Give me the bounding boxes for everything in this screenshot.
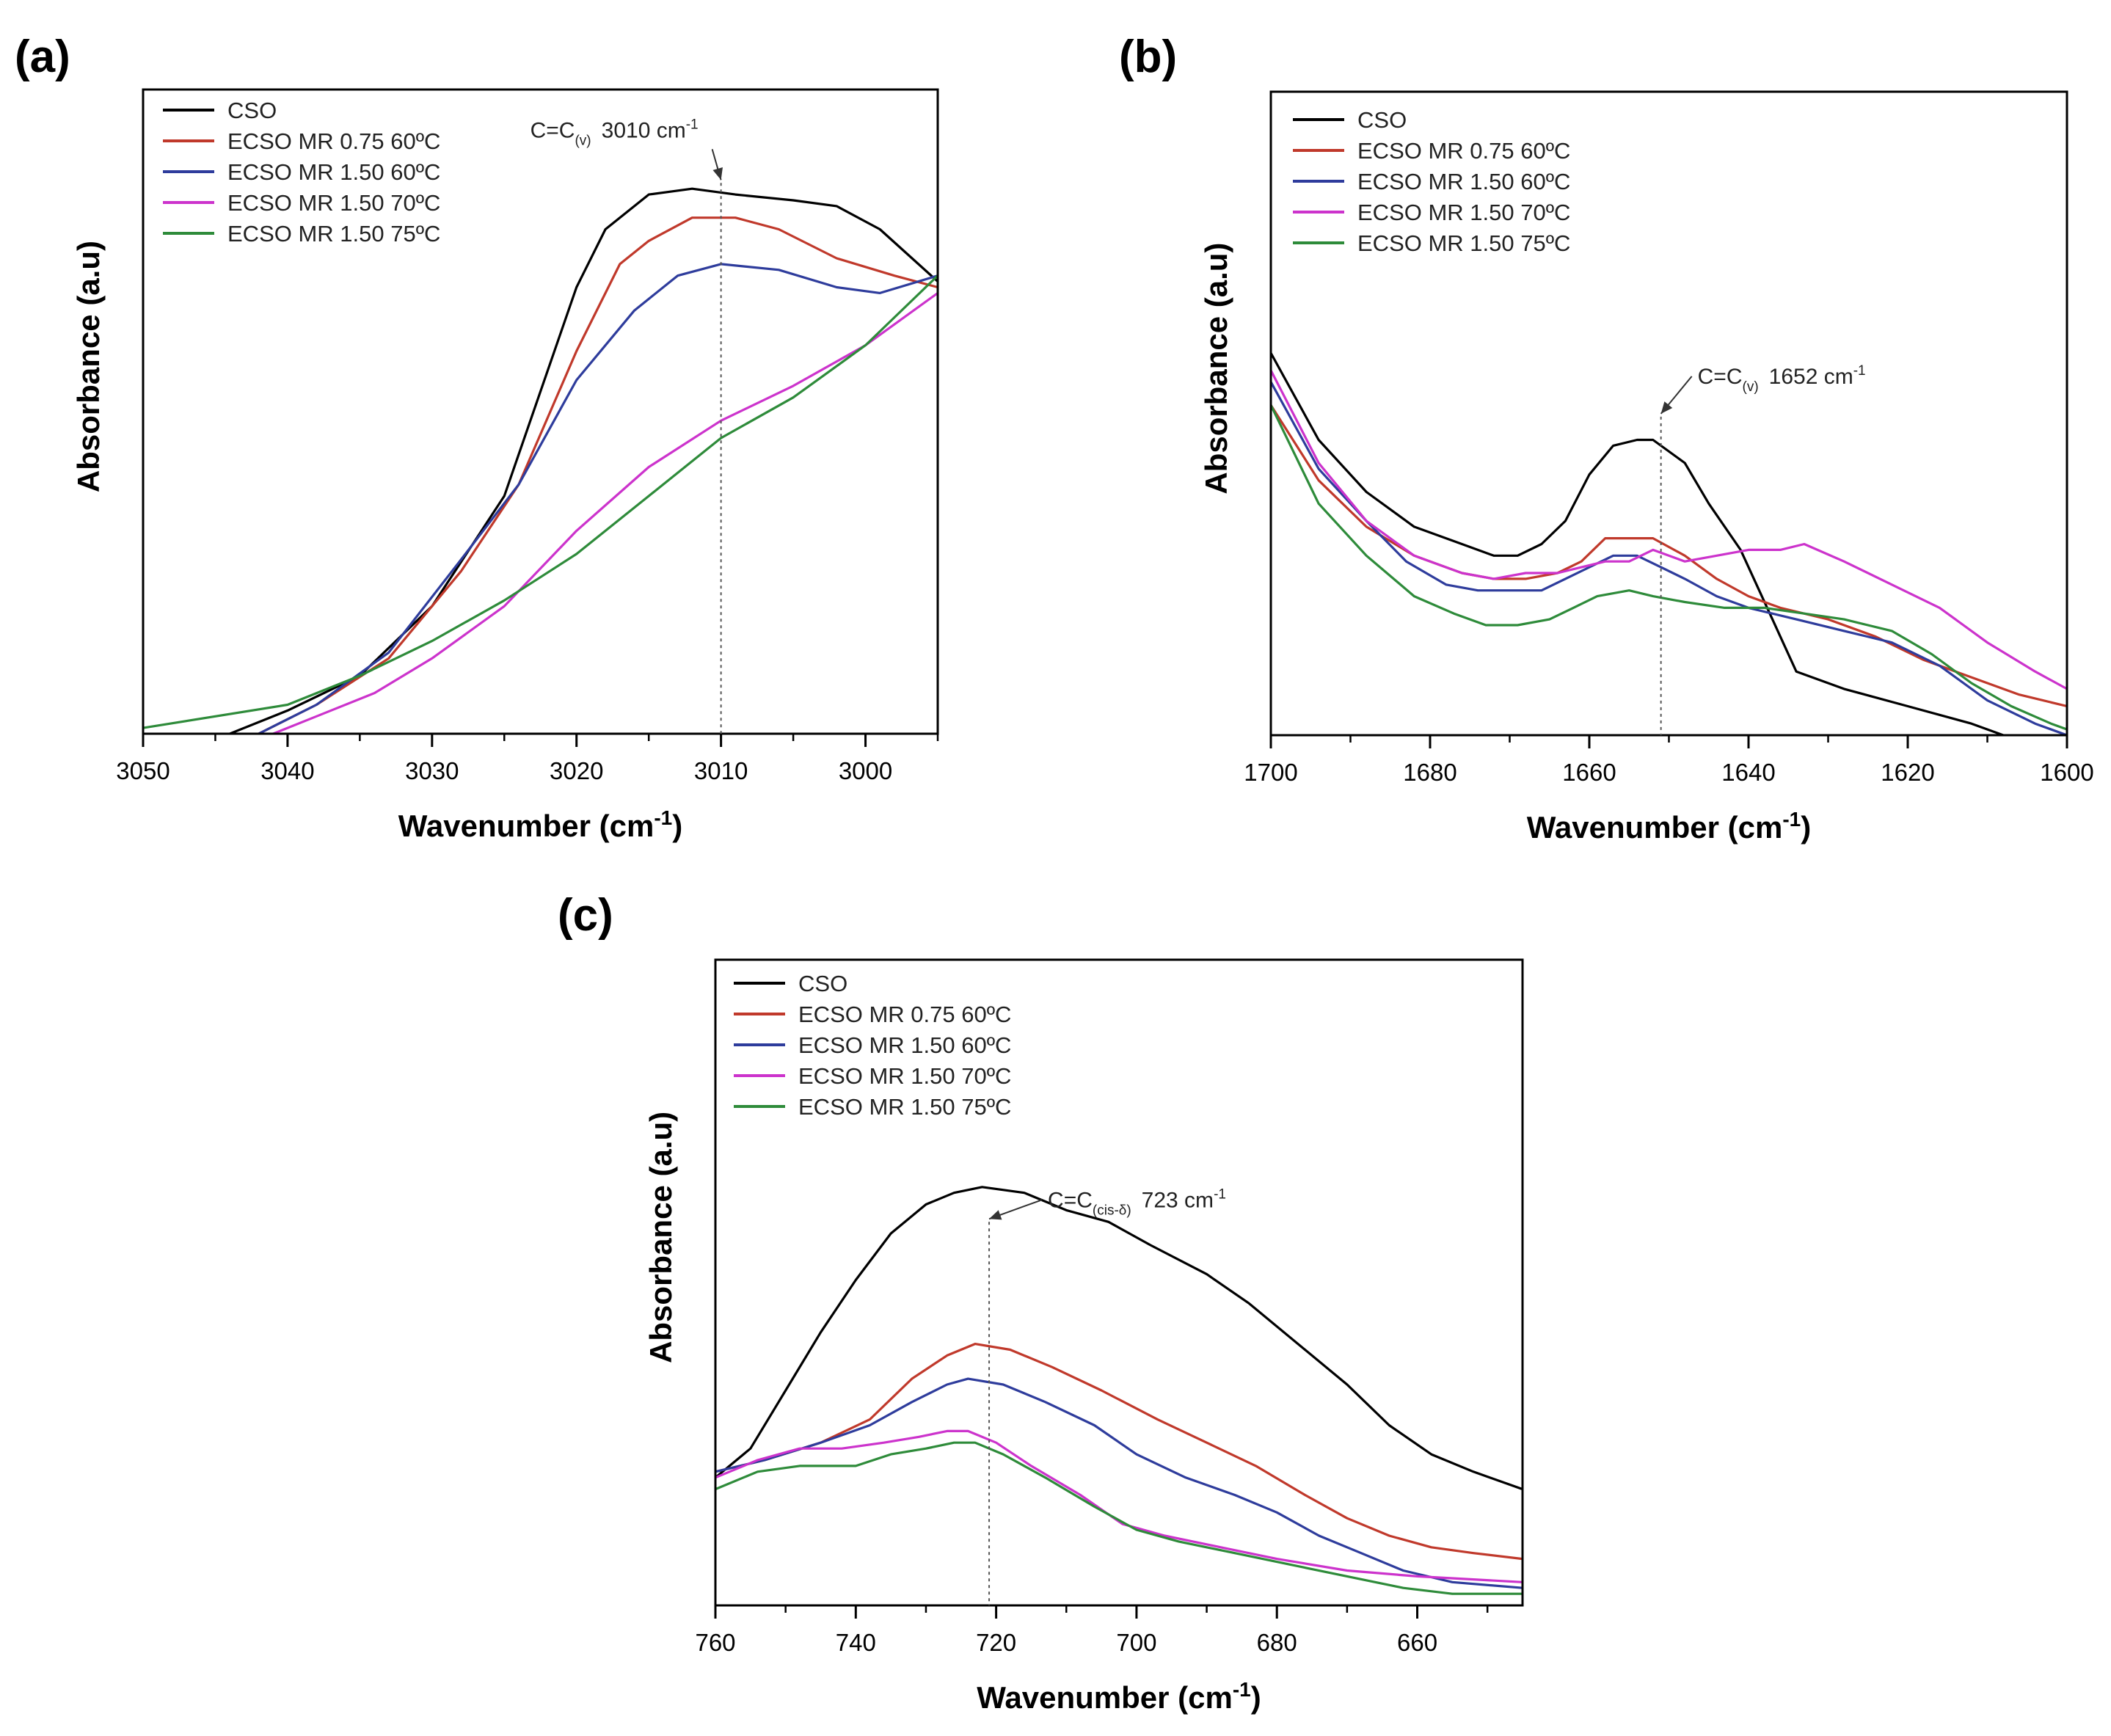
- series-line-1: [715, 1343, 1523, 1561]
- x-axis-label: Wavenumber (cm-1): [1527, 808, 1811, 845]
- x-tick-label: 3020: [550, 757, 603, 784]
- legend-label-3: ECSO MR 1.50 70ºC: [227, 190, 440, 216]
- legend-label-4: ECSO MR 1.50 75ºC: [227, 221, 440, 247]
- series-line-3: [269, 292, 938, 734]
- series-line-0: [715, 1186, 1523, 1491]
- series-line-3: [715, 1429, 1523, 1583]
- legend-label-3: ECSO MR 1.50 70ºC: [1357, 200, 1570, 225]
- panel-label: (a): [15, 32, 70, 82]
- x-tick-label: 1660: [1562, 759, 1616, 786]
- legend-label-0: CSO: [798, 971, 847, 996]
- series-line-4: [1271, 404, 2067, 731]
- series-line-2: [715, 1377, 1523, 1589]
- x-tick-label: 3000: [839, 757, 892, 784]
- legend-label-2: ECSO MR 1.50 60ºC: [798, 1032, 1011, 1058]
- series-line-2: [255, 263, 938, 734]
- panel-b: (b) 1700 1680 1660 1640 1620 1600 Wavenumber (c…: [1119, 32, 2094, 845]
- legend-label-2: ECSO MR 1.50 60ºC: [227, 159, 440, 185]
- x-tick-label: 3010: [694, 757, 748, 784]
- x-tick-label: 3050: [116, 757, 169, 784]
- panel-a: (a) 3050 3040 3030 3020 3010 3000 Wavenumber (c…: [15, 32, 939, 843]
- series-line-0: [1271, 352, 2007, 735]
- x-tick-label: 700: [1116, 1629, 1156, 1656]
- series-line-0: [226, 187, 938, 734]
- x-tick-label: 1620: [1881, 759, 1934, 786]
- legend-label-2: ECSO MR 1.50 60ºC: [1357, 169, 1570, 194]
- annotation-arrowhead: [989, 1210, 1002, 1220]
- legend-label-1: ECSO MR 0.75 60ºC: [1357, 138, 1570, 164]
- series-line-4: [715, 1441, 1523, 1595]
- plot-frame: [714, 958, 1524, 1607]
- annotation-arrowhead: [1660, 401, 1673, 414]
- x-tick-label: 3030: [405, 757, 459, 784]
- annotation-label: C=C(v) 1652 cm-1: [1698, 363, 1866, 395]
- x-axis-label: Wavenumber (cm-1): [398, 806, 682, 843]
- legend-label-1: ECSO MR 0.75 60ºC: [227, 128, 440, 154]
- x-tick-label: 760: [695, 1629, 735, 1656]
- legend-label-1: ECSO MR 0.75 60ºC: [798, 1002, 1011, 1027]
- x-tick-label: 680: [1257, 1629, 1297, 1656]
- x-tick-label: 3040: [260, 757, 314, 784]
- x-tick-label: 1700: [1244, 759, 1297, 786]
- legend-label-4: ECSO MR 1.50 75ºC: [1357, 230, 1570, 256]
- y-axis-label: Absorbance (a.u): [1199, 243, 1233, 495]
- legend-label-3: ECSO MR 1.50 70ºC: [798, 1063, 1011, 1089]
- annotation-label: C=C(cis-δ) 723 cm-1: [1048, 1186, 1226, 1218]
- panel-label: (b): [1119, 32, 1177, 82]
- x-tick-label: 1680: [1403, 759, 1456, 786]
- panel-label: (c): [558, 890, 613, 941]
- y-axis-label: Absorbance (a.u): [71, 241, 106, 492]
- x-tick-label: 1600: [2040, 759, 2093, 786]
- x-axis-label: Wavenumber (cm-1): [977, 1678, 1261, 1715]
- x-tick-label: 720: [976, 1629, 1016, 1656]
- series-line-3: [1271, 369, 2067, 690]
- y-axis-label: Absorbance (a.u): [643, 1112, 678, 1363]
- legend-label-0: CSO: [227, 98, 277, 123]
- plot-frame: [142, 88, 939, 735]
- x-tick-label: 660: [1397, 1629, 1437, 1656]
- panel-c: (c) 760 740 720 700 680 660 Wavenumber (cm-1) Ab…: [558, 890, 1524, 1715]
- annotation-arrowhead: [712, 167, 723, 180]
- legend-label-4: ECSO MR 1.50 75ºC: [798, 1094, 1011, 1120]
- annotation-label: C=C(v) 3010 cm-1: [531, 117, 699, 148]
- x-tick-label: 740: [836, 1629, 876, 1656]
- series-line-1: [255, 216, 938, 734]
- legend-label-0: CSO: [1357, 107, 1407, 133]
- series-line-2: [1271, 381, 2067, 735]
- x-tick-label: 1640: [1721, 759, 1775, 786]
- series-line-4: [143, 274, 938, 729]
